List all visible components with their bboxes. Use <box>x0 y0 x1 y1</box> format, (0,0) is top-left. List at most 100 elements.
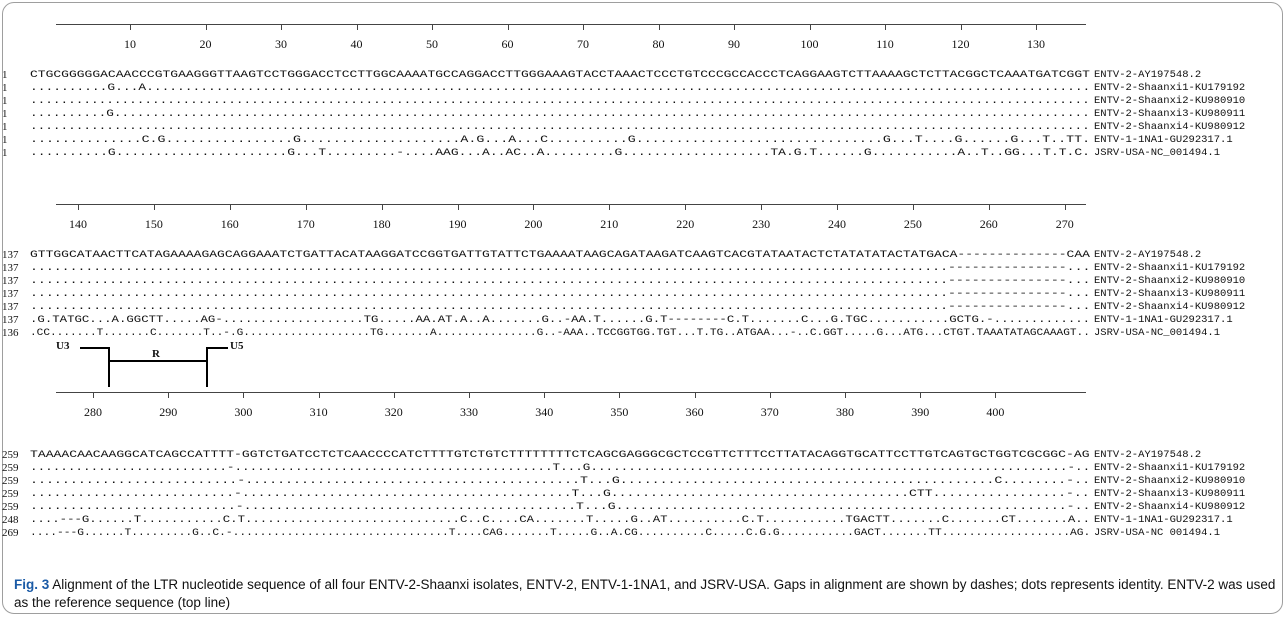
sequence-name: ENTV-2-Shaanxi3-KU980911 <box>1094 288 1246 300</box>
row-number: 1 <box>2 69 8 81</box>
u5-bar <box>206 347 228 349</box>
ruler-tick-label: 370 <box>760 405 779 419</box>
sequence-line: CTGCGGGGGACAACCCGTGAAGGGTTAAGTCCTGGGACCT… <box>30 69 1090 81</box>
sequence-name: ENTV-2-Shaanxi1-KU179192 <box>1094 262 1246 274</box>
ruler-tick-label: 90 <box>728 37 740 51</box>
ruler-tick-label: 200 <box>524 217 543 231</box>
ruler-tick <box>988 204 990 210</box>
ruler-tick-label: 130 <box>1027 37 1045 51</box>
sequence-name: ENTV-2-Shaanxi4-KU980912 <box>1094 121 1246 133</box>
ruler-line <box>56 392 1086 393</box>
ruler-tick <box>457 204 459 210</box>
ruler-tick-label: 300 <box>234 405 253 419</box>
ruler-tick-label: 190 <box>448 217 467 231</box>
ruler-tick <box>507 24 509 30</box>
ruler-tick <box>153 204 155 210</box>
ruler-tick <box>658 24 660 30</box>
ruler-tick <box>168 392 170 398</box>
ruler-tick <box>885 24 886 30</box>
r-bar <box>108 360 208 362</box>
ruler-tick <box>1064 204 1066 210</box>
ruler-tick <box>769 392 771 398</box>
ruler-tick <box>734 24 735 30</box>
ruler-tick <box>78 204 79 210</box>
ruler-tick <box>761 204 763 210</box>
ltr-region-annotation: U3 R U5 <box>2 340 262 402</box>
ruler-tick-label: 10 <box>124 37 136 51</box>
sequence-line: ........................................… <box>30 121 1090 133</box>
sequence-name: ENTV-2-Shaanxi3-KU980911 <box>1094 488 1246 500</box>
ruler-tick <box>130 24 131 30</box>
ruler-tick <box>685 204 687 210</box>
ruler-tick-label: 240 <box>828 217 846 231</box>
row-number: 1 <box>2 121 8 133</box>
ruler-tick-label: 150 <box>144 217 163 231</box>
ruler-tick <box>995 392 997 398</box>
ruler-tick <box>912 204 914 210</box>
sequence-line: GTTGGCATAACTTCATAGAAAAGAGCAGGAAATCTGATTA… <box>30 249 1090 261</box>
row-number: 137 <box>2 288 19 300</box>
ruler-tick-label: 70 <box>577 37 589 51</box>
ruler-tick-label: 140 <box>69 217 87 231</box>
ruler-tick <box>205 24 207 30</box>
sequence-name: JSRV-USA-NC_001494.1 <box>1094 327 1221 339</box>
ruler-tick-label: 80 <box>652 37 665 51</box>
ruler-tick-label: 290 <box>159 405 178 419</box>
caption-text: Alignment of the LTR nucleotide sequence… <box>14 577 1276 610</box>
ruler-tick-label: 330 <box>460 405 478 419</box>
ruler-tick <box>544 392 546 398</box>
row-number: 137 <box>2 275 19 287</box>
sequence-line: TAAAACAACAAGGCATCAGCCATTTT-GGTCTGATCCTCT… <box>30 449 1090 461</box>
ruler-tick <box>920 392 922 398</box>
ruler-tick-label: 180 <box>372 217 391 231</box>
ruler-tick-label: 280 <box>84 405 102 419</box>
ruler-line <box>56 24 1086 25</box>
ruler-tick <box>381 204 383 210</box>
ruler-tick <box>619 392 621 398</box>
sequence-name: ENTV-2-Shaanxi1-KU179192 <box>1094 462 1246 474</box>
u3-label: U3 <box>56 340 70 352</box>
alignment-block-2: 140 150 160 170 180 190 200 210 220 230 240 250 260 2… <box>2 192 1282 392</box>
ruler-tick <box>93 392 94 398</box>
row-number: 1 <box>2 95 8 107</box>
ruler-tick <box>318 392 320 398</box>
sequence-name: ENTV-2-Shaanxi4-KU980912 <box>1094 301 1246 313</box>
figure-caption: Fig. 3 Alignment of the LTR nucleotide s… <box>14 576 1276 612</box>
ruler-tick-label: 160 <box>220 217 239 231</box>
ruler-tick-label: 50 <box>426 37 438 51</box>
row-number: 137 <box>2 301 19 313</box>
sequence-name: ENTV-2-Shaanxi2-KU980910 <box>1094 275 1246 287</box>
ruler-tick-label: 30 <box>275 37 287 51</box>
sequence-line: ........................................… <box>30 288 1091 300</box>
ruler-tick <box>960 24 962 30</box>
sequence-name: ENTV-2-Shaanxi4-KU980912 <box>1094 501 1246 513</box>
sequence-name: ENTV-2-Shaanxi3-KU980911 <box>1094 108 1246 120</box>
row-number: 1 <box>2 108 8 120</box>
row-number: 1 <box>2 134 8 146</box>
alignment-block-3: 280 290 300 310 320 330 340 350 360 370 380 390 400 2… <box>2 380 1282 580</box>
sequence-name: ENTV-2-Shaanxi2-KU980910 <box>1094 475 1246 487</box>
sequence-line: .CC.......T.......C.......T..-.G........… <box>30 327 1090 339</box>
ruler-tick <box>243 392 245 398</box>
ruler-tick-label: 220 <box>676 217 695 231</box>
ruler-tick <box>432 24 433 30</box>
ruler-tick-label: 310 <box>309 405 328 419</box>
ruler-tick-label: 320 <box>384 405 403 419</box>
sequence-name: ENTV-2-AY197548.2 <box>1094 449 1202 461</box>
sequence-name: ENTV-1-1NA1-GU292317.1 <box>1094 134 1233 146</box>
ruler-tick <box>809 24 811 30</box>
ruler-tick-label: 210 <box>600 217 619 231</box>
ruler-tick <box>356 24 358 30</box>
sequence-name: ENTV-1-1NA1-GU292317.1 <box>1094 314 1233 326</box>
row-number: 259 <box>2 449 19 461</box>
ruler-tick-label: 250 <box>903 217 922 231</box>
sequence-line: ..........G.............................… <box>30 108 1090 120</box>
sequence-line: ....---G......T...........C.T...........… <box>30 514 1091 526</box>
alignment-block-1: 10 20 30 40 50 60 70 80 90 100 110 120 130 1 CTGCGGGGG… <box>2 12 1282 212</box>
row-number: 248 <box>2 514 19 526</box>
row-number: 136 <box>2 327 19 339</box>
ruler-tick <box>469 392 470 398</box>
sequence-line: ..........................-.............… <box>30 475 1091 487</box>
row-number: 269 <box>2 527 19 539</box>
